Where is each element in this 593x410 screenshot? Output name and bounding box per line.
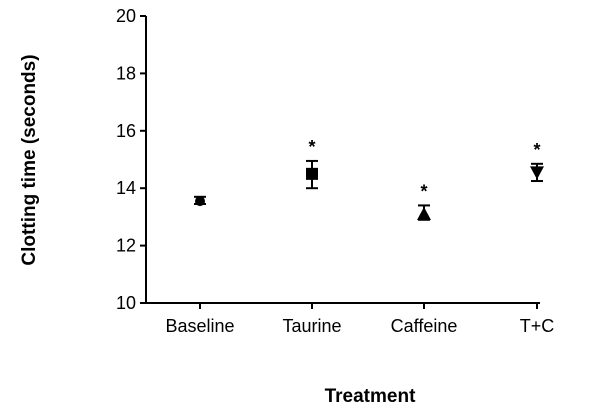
data-point [530,166,544,180]
significance-star: * [308,137,315,157]
x-tick-label: Baseline [165,316,234,336]
y-tick-label: 10 [116,293,136,313]
x-axis-title: Treatment [325,386,416,407]
data-point [195,196,205,207]
data-point [306,167,318,180]
significance-star: * [533,140,540,160]
data-point [417,207,431,221]
y-tick-label: 14 [116,178,136,198]
x-tick-label: Caffeine [391,316,458,336]
y-axis-title: Clotting time (seconds) [19,54,40,265]
significance-star: * [420,181,427,201]
x-tick-label: Taurine [282,316,341,336]
x-tick-label: T+C [520,316,555,336]
y-tick-label: 12 [116,236,136,256]
y-tick-label: 18 [116,63,136,83]
y-tick-label: 16 [116,121,136,141]
y-tick-label: 20 [116,6,136,26]
